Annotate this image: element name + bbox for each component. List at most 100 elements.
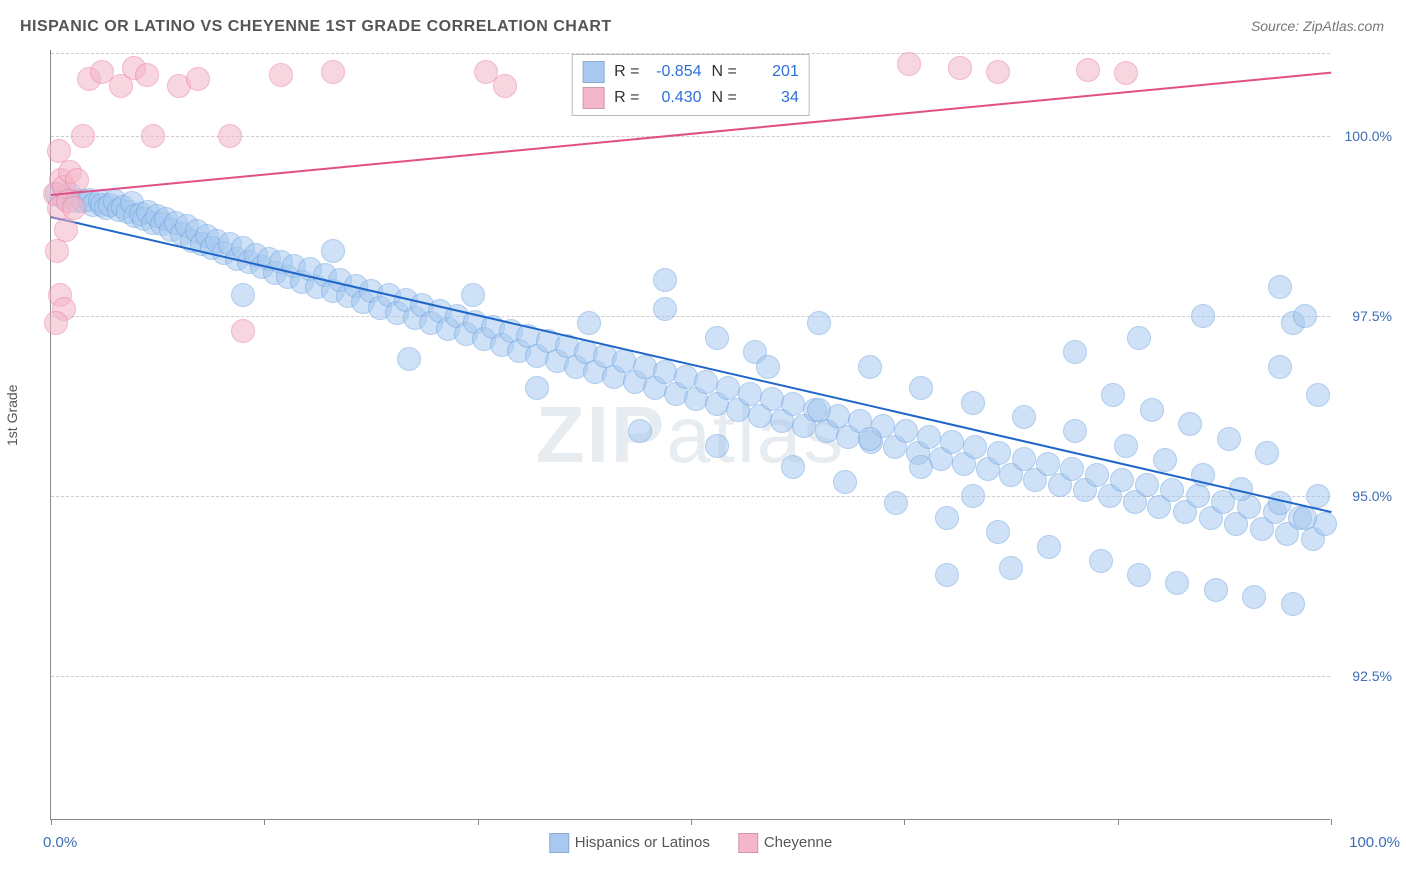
data-point-cheyenne — [186, 67, 210, 91]
data-point-hispanics — [1268, 355, 1292, 379]
data-point-hispanics — [1127, 326, 1151, 350]
data-point-hispanics — [577, 311, 601, 335]
gridline — [51, 316, 1330, 317]
data-point-hispanics — [1178, 412, 1202, 436]
data-point-hispanics — [1293, 304, 1317, 328]
data-point-hispanics — [397, 347, 421, 371]
data-point-hispanics — [781, 455, 805, 479]
swatch-hispanics — [582, 61, 604, 83]
data-point-hispanics — [940, 430, 964, 454]
data-point-hispanics — [1036, 452, 1060, 476]
n-value-hispanics: 201 — [747, 63, 799, 81]
data-point-hispanics — [760, 387, 784, 411]
data-point-hispanics — [738, 382, 762, 406]
data-point-hispanics — [1063, 419, 1087, 443]
trend-line-hispanics — [51, 216, 1331, 513]
data-point-hispanics — [1217, 427, 1241, 451]
source-attribution: Source: ZipAtlas.com — [1251, 18, 1384, 34]
data-point-hispanics — [1191, 304, 1215, 328]
data-point-cheyenne — [1114, 61, 1138, 85]
data-point-hispanics — [833, 470, 857, 494]
data-point-hispanics — [231, 283, 255, 307]
legend-swatch-hispanics — [549, 833, 569, 853]
gridline — [51, 676, 1330, 677]
x-tick — [478, 819, 479, 825]
y-axis-label: 1st Grade — [4, 385, 20, 446]
data-point-cheyenne — [54, 218, 78, 242]
data-point-hispanics — [1140, 398, 1164, 422]
data-point-hispanics — [1037, 535, 1061, 559]
x-tick — [51, 819, 52, 825]
x-tick — [691, 819, 692, 825]
data-point-hispanics — [1242, 585, 1266, 609]
data-point-cheyenne — [45, 239, 69, 263]
data-point-hispanics — [1293, 506, 1317, 530]
data-point-hispanics — [1306, 484, 1330, 508]
data-point-hispanics — [1012, 447, 1036, 471]
data-point-hispanics — [986, 520, 1010, 544]
data-point-hispanics — [1060, 457, 1084, 481]
x-tick — [1331, 819, 1332, 825]
swatch-cheyenne — [582, 87, 604, 109]
data-point-hispanics — [694, 370, 718, 394]
data-point-hispanics — [894, 419, 918, 443]
legend-swatch-cheyenne — [738, 833, 758, 853]
legend-item-cheyenne: Cheyenne — [738, 833, 832, 853]
plot-area: ZIPatlas R = -0.854 N = 201 R = 0.430 N … — [50, 50, 1330, 820]
data-point-hispanics — [716, 376, 740, 400]
data-point-hispanics — [1153, 448, 1177, 472]
data-point-hispanics — [653, 297, 677, 321]
data-point-hispanics — [935, 563, 959, 587]
data-point-hispanics — [807, 311, 831, 335]
data-point-hispanics — [1089, 549, 1113, 573]
data-point-cheyenne — [986, 60, 1010, 84]
data-point-hispanics — [1012, 405, 1036, 429]
data-point-hispanics — [987, 441, 1011, 465]
data-point-hispanics — [525, 376, 549, 400]
data-point-hispanics — [756, 355, 780, 379]
data-point-hispanics — [1085, 463, 1109, 487]
data-point-hispanics — [917, 425, 941, 449]
data-point-hispanics — [1135, 473, 1159, 497]
data-point-hispanics — [461, 283, 485, 307]
chart-container: HISPANIC OR LATINO VS CHEYENNE 1ST GRADE… — [0, 0, 1406, 892]
data-point-cheyenne — [71, 124, 95, 148]
data-point-hispanics — [999, 556, 1023, 580]
legend-item-hispanics: Hispanics or Latinos — [549, 833, 710, 853]
data-point-cheyenne — [65, 168, 89, 192]
data-point-hispanics — [1186, 484, 1210, 508]
data-point-hispanics — [1160, 478, 1184, 502]
x-axis-max-label: 100.0% — [1349, 834, 1400, 851]
gridline — [51, 136, 1330, 137]
data-point-cheyenne — [141, 124, 165, 148]
stats-row-cheyenne: R = 0.430 N = 34 — [582, 85, 799, 111]
data-point-hispanics — [653, 268, 677, 292]
n-value-cheyenne: 34 — [747, 89, 799, 107]
y-tick-label: 97.5% — [1352, 308, 1392, 324]
data-point-cheyenne — [44, 311, 68, 335]
data-point-hispanics — [781, 392, 805, 416]
data-point-hispanics — [1127, 563, 1151, 587]
data-point-hispanics — [1063, 340, 1087, 364]
data-point-cheyenne — [948, 56, 972, 80]
r-value-cheyenne: 0.430 — [650, 89, 702, 107]
data-point-hispanics — [1306, 383, 1330, 407]
data-point-hispanics — [1281, 592, 1305, 616]
data-point-hispanics — [963, 435, 987, 459]
data-point-cheyenne — [269, 63, 293, 87]
x-tick — [1118, 819, 1119, 825]
data-point-hispanics — [1165, 571, 1189, 595]
x-tick — [264, 819, 265, 825]
data-point-hispanics — [1204, 578, 1228, 602]
data-point-cheyenne — [231, 319, 255, 343]
y-tick-label: 95.0% — [1352, 488, 1392, 504]
data-point-hispanics — [961, 484, 985, 508]
data-point-hispanics — [705, 434, 729, 458]
data-point-hispanics — [1114, 434, 1138, 458]
data-point-cheyenne — [135, 63, 159, 87]
y-tick-label: 100.0% — [1345, 128, 1392, 144]
data-point-cheyenne — [62, 196, 86, 220]
data-point-hispanics — [321, 239, 345, 263]
data-point-hispanics — [909, 455, 933, 479]
data-point-cheyenne — [218, 124, 242, 148]
